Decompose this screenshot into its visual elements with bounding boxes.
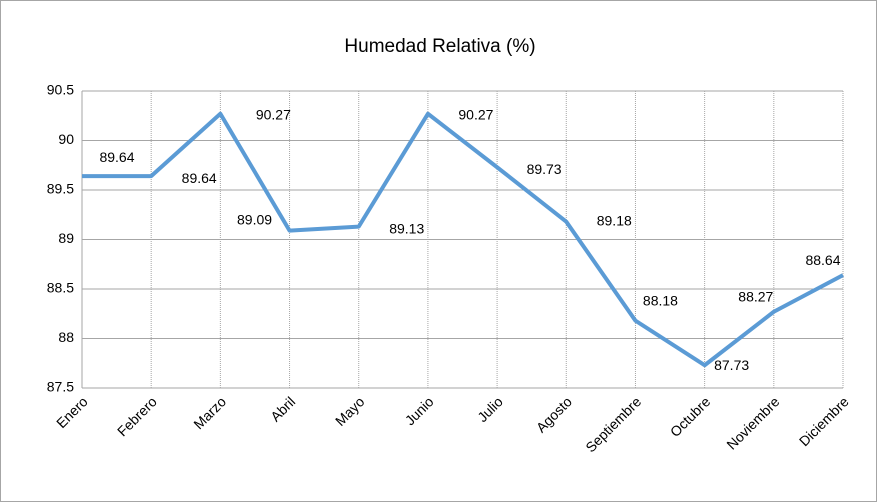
data-label: 88.27	[738, 288, 773, 304]
chart-title: Humedad Relativa (%)	[344, 36, 535, 57]
data-label: 88.18	[643, 292, 678, 308]
data-label: 89.73	[527, 161, 562, 177]
y-tick-label: 90.5	[47, 82, 74, 98]
data-label: 89.18	[597, 212, 632, 228]
data-label: 89.64	[99, 149, 134, 165]
line-series	[82, 111, 844, 368]
data-label: 90.27	[458, 106, 493, 122]
data-label: 90.27	[256, 106, 291, 122]
y-tick-label: 90	[58, 131, 74, 147]
y-tick-label: 89	[58, 230, 74, 246]
y-tick-label: 88.5	[47, 280, 74, 296]
data-label: 88.64	[805, 252, 840, 268]
data-label: 89.09	[237, 211, 272, 227]
y-tick-label: 89.5	[47, 181, 74, 197]
data-label: 89.64	[182, 170, 217, 186]
y-tick-label: 87.5	[47, 379, 74, 395]
data-label: 87.73	[714, 357, 749, 373]
data-label: 89.13	[389, 220, 424, 236]
y-tick-label: 88	[58, 329, 74, 345]
